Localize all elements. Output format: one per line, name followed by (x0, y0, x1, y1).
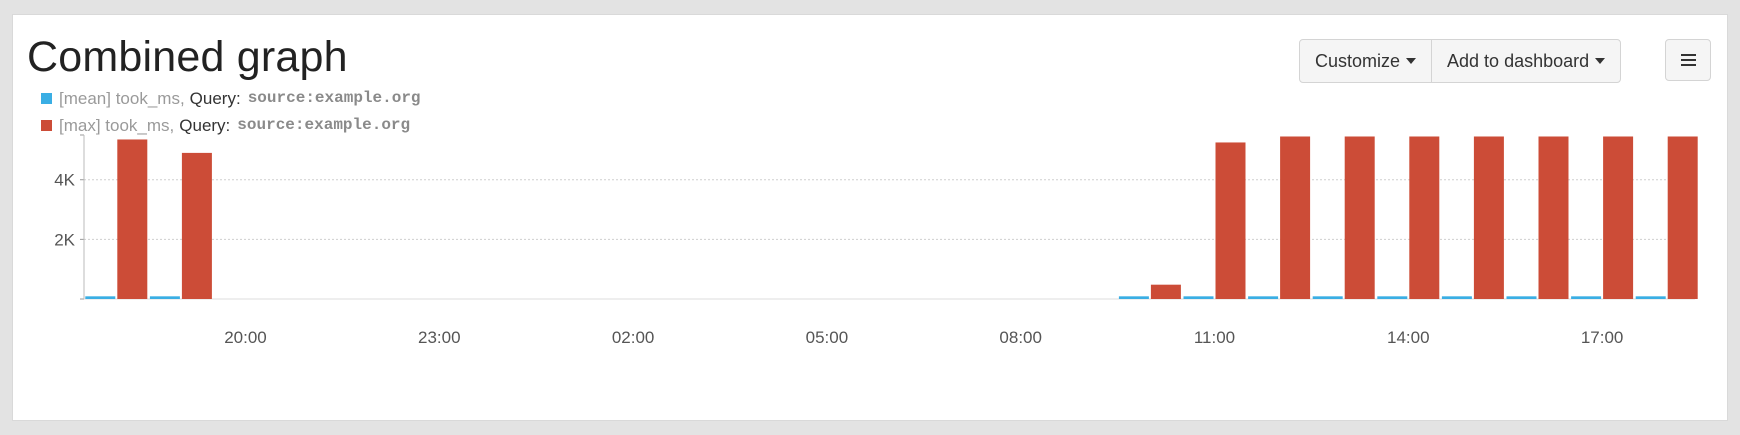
add-to-dashboard-button[interactable]: Add to dashboard (1431, 40, 1620, 82)
bar-mean-16:00 (1506, 296, 1537, 299)
legend-query-max: source:example.org (237, 116, 411, 134)
hamburger-menu-icon[interactable] (1665, 39, 1711, 81)
legend: [mean] took_ms, Query: source:example.or… (41, 85, 421, 139)
y-tick-label: 4K (54, 171, 75, 190)
x-tick-label: 14:00 (1387, 328, 1430, 347)
legend-query-label-mean: Query: (189, 89, 241, 108)
bar-mean-18:00 (1635, 296, 1666, 299)
x-tick-label: 08:00 (999, 328, 1042, 347)
graph-actions: Customize Add to dashboard (1299, 39, 1622, 83)
legend-item-max[interactable]: [max] took_ms, Query: source:example.org (41, 112, 421, 139)
x-tick-label: 23:00 (418, 328, 461, 347)
bar-mean-18:00 (85, 296, 116, 299)
bar-mean-17:00 (1571, 296, 1602, 299)
legend-swatch-mean (41, 93, 52, 104)
bar-max-18:00 (1667, 136, 1698, 299)
x-tick-label: 02:00 (612, 328, 655, 347)
x-tick-label: 11:00 (1194, 328, 1235, 347)
y-tick-label: 2K (54, 230, 75, 249)
bar-max-19:00 (181, 152, 212, 299)
bar-mean-12:00 (1248, 296, 1279, 299)
bar-max-16:00 (1538, 136, 1569, 299)
x-tick-label: 17:00 (1581, 328, 1624, 347)
customize-button[interactable]: Customize (1300, 40, 1431, 82)
bar-mean-11:00 (1183, 296, 1214, 299)
graph-panel: Combined graph [mean] took_ms, Query: so… (12, 14, 1728, 421)
add-to-dashboard-label: Add to dashboard (1447, 50, 1590, 71)
chart-area: 2K 4K 20:00 23:00 02:00 05:00 08:00 11:00 14:00 1… (54, 134, 1698, 347)
legend-query-mean: source:example.org (247, 89, 421, 107)
bar-max-18:00 (117, 139, 148, 299)
legend-item-mean[interactable]: [mean] took_ms, Query: source:example.or… (41, 85, 421, 112)
bar-max-13:00 (1344, 136, 1375, 299)
legend-swatch-max (41, 120, 52, 131)
bar-max-10:00 (1150, 284, 1181, 299)
x-tick-label: 20:00 (224, 328, 267, 347)
bar-mean-10:00 (1118, 296, 1149, 299)
customize-label: Customize (1315, 50, 1401, 71)
bar-max-15:00 (1473, 136, 1504, 299)
bar-mean-15:00 (1441, 296, 1472, 299)
legend-series-mean: [mean] took_ms, (59, 89, 185, 108)
bar-max-12:00 (1280, 136, 1311, 299)
bar-mean-19:00 (149, 296, 180, 299)
bar-mean-14:00 (1377, 296, 1408, 299)
caret-down-icon (1406, 58, 1417, 64)
x-tick-label: 05:00 (806, 328, 849, 347)
bar-max-14:00 (1409, 136, 1440, 299)
bar-max-17:00 (1603, 136, 1634, 299)
bar-mean-13:00 (1312, 296, 1343, 299)
caret-down-icon (1595, 58, 1606, 64)
bar-max-11:00 (1215, 142, 1246, 299)
graph-title: Combined graph (27, 33, 348, 81)
legend-series-max: [max] took_ms, (59, 116, 175, 135)
legend-query-label-max: Query: (179, 116, 231, 135)
